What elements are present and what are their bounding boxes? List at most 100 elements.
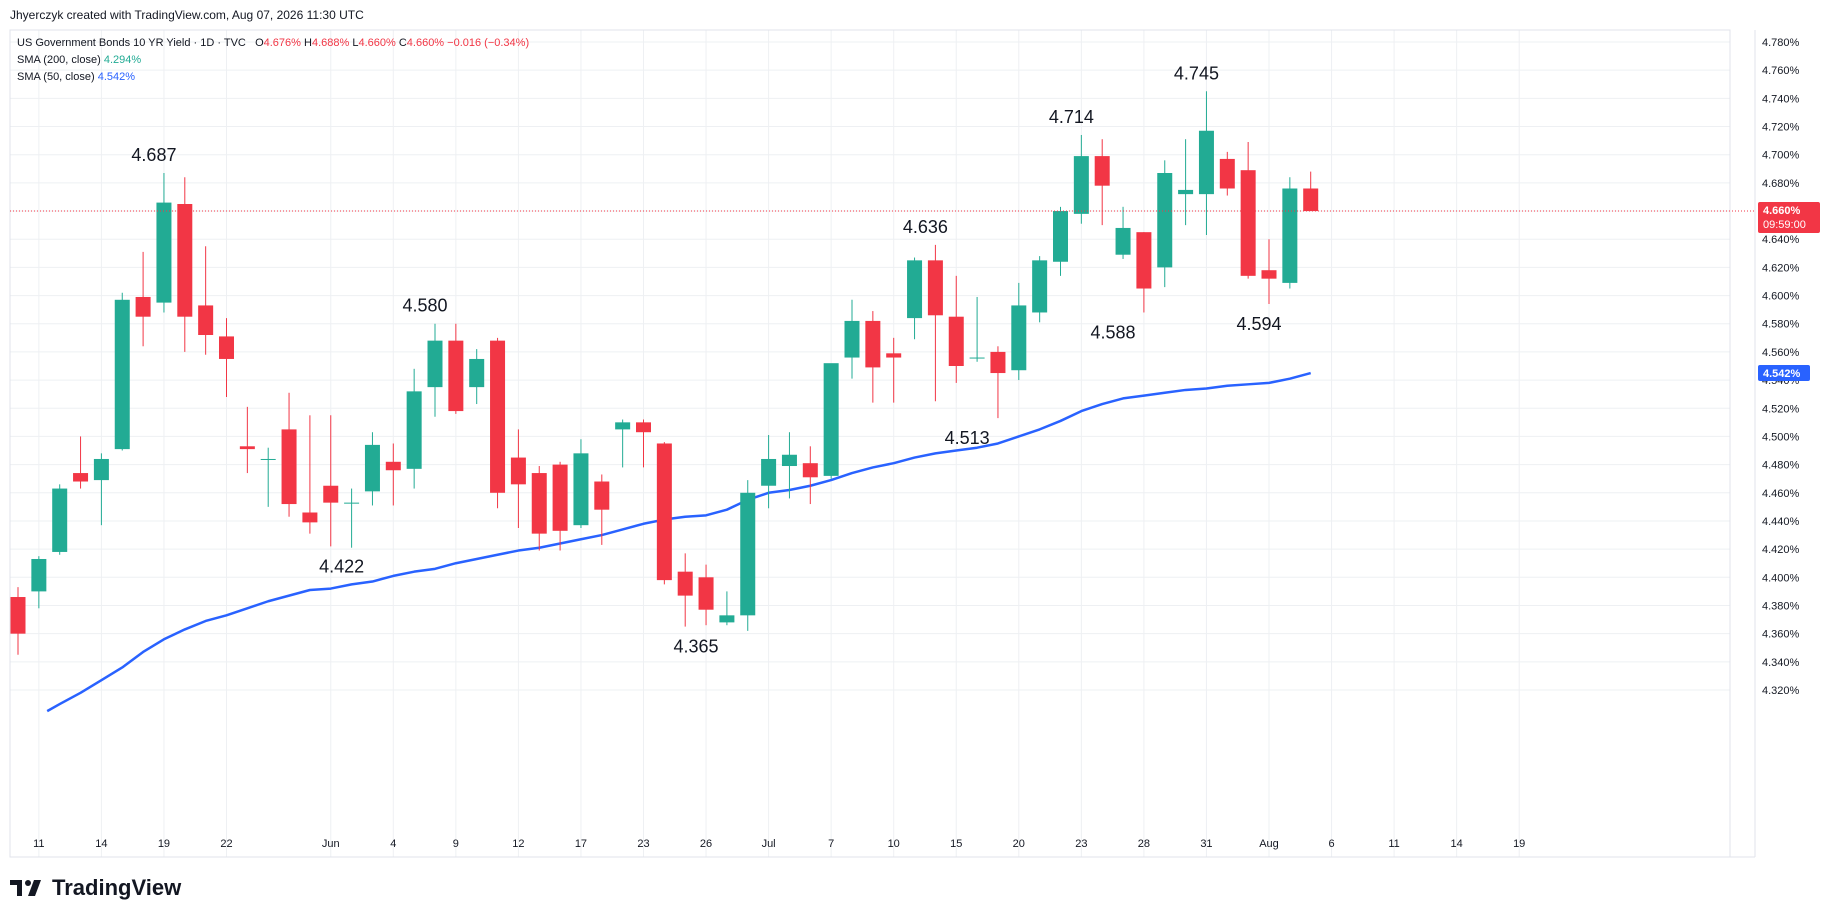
- chart-legend: US Government Bonds 10 YR Yield · 1D · T…: [17, 35, 529, 86]
- candle: [510, 429, 526, 528]
- open-value: 4.676%: [263, 37, 301, 49]
- candle: [552, 461, 568, 551]
- x-tick-label: 19: [1513, 838, 1525, 850]
- y-tick-label: 4.680%: [1762, 178, 1800, 190]
- time-axis[interactable]: 11 14 19 22 Jun 4 9 12 17 23 26 Jul 7 10 15 20 23 28 31 Aug…: [33, 838, 1525, 850]
- candle: [448, 323, 464, 414]
- high-value: 4.688%: [311, 37, 350, 49]
- price-axis[interactable]: 4.320% 4.340% 4.360% 4.380% 4.400% 4.420% 4.44…: [1762, 37, 1800, 697]
- change-value: −0.016 (−0.34%): [447, 37, 530, 49]
- candle-body: [73, 473, 89, 482]
- candle: [260, 447, 276, 507]
- price-annotation: 4.714: [1049, 107, 1094, 127]
- legend-main-series[interactable]: US Government Bonds 10 YR Yield · 1D · T…: [17, 35, 529, 52]
- candle: [990, 346, 1006, 419]
- candle-body: [177, 204, 193, 317]
- candle: [1198, 91, 1214, 235]
- y-tick-label: 4.600%: [1762, 291, 1800, 303]
- candle: [1282, 177, 1298, 289]
- close-value: 4.660%: [406, 37, 445, 49]
- candle: [364, 432, 380, 506]
- candle-body: [990, 351, 1006, 374]
- candle: [219, 318, 234, 397]
- tradingview-logo[interactable]: TradingView: [10, 875, 181, 901]
- candle: [156, 173, 172, 313]
- y-tick-label: 4.760%: [1762, 65, 1800, 77]
- candle-body: [969, 357, 985, 359]
- candle: [1240, 142, 1256, 279]
- x-tick-label: 14: [95, 838, 107, 850]
- legend-sma200[interactable]: SMA (200, close) 4.294%: [17, 52, 529, 69]
- candle: [1303, 171, 1319, 212]
- candle-body: [31, 558, 47, 592]
- sma200-value: 4.294%: [103, 54, 142, 66]
- candle-body: [344, 502, 360, 504]
- candle: [677, 553, 693, 627]
- candle: [1157, 160, 1173, 288]
- candle: [719, 591, 735, 626]
- x-tick-label: 14: [1451, 838, 1463, 850]
- x-tick-label: 20: [1013, 838, 1025, 850]
- symbol-description: US Government Bonds 10 YR Yield · 1D · T…: [17, 37, 246, 49]
- candle-body: [927, 260, 943, 316]
- candle: [886, 337, 902, 403]
- candle: [1261, 239, 1277, 305]
- candle-body: [823, 363, 839, 476]
- candle: [93, 453, 109, 526]
- candle: [114, 292, 130, 451]
- sma200-label: SMA (200, close): [17, 54, 101, 66]
- sma50-value: 4.542%: [97, 71, 136, 83]
- x-tick-label: 15: [950, 838, 962, 850]
- x-tick-label: 7: [828, 838, 834, 850]
- candle-body: [364, 444, 380, 492]
- low-label: L: [352, 37, 359, 49]
- candle-body: [781, 454, 797, 467]
- legend-sma50[interactable]: SMA (50, close) 4.542%: [17, 69, 529, 86]
- y-tick-label: 4.640%: [1762, 234, 1800, 246]
- candle-body: [448, 340, 464, 412]
- candle: [531, 466, 547, 551]
- y-tick-label: 4.580%: [1762, 319, 1800, 331]
- x-tick-label: 9: [453, 838, 459, 850]
- x-tick-label: 31: [1200, 838, 1212, 850]
- candle: [198, 246, 214, 355]
- candle-body: [323, 485, 339, 503]
- candle: [698, 564, 714, 626]
- price-annotation: 4.580: [402, 296, 447, 316]
- y-tick-label: 4.780%: [1762, 37, 1800, 49]
- x-tick-label: 10: [888, 838, 900, 850]
- candle-body: [239, 446, 255, 450]
- price-annotation: 4.594: [1236, 314, 1281, 334]
- candle: [761, 435, 777, 509]
- candle-body: [260, 458, 276, 460]
- candle: [31, 556, 47, 609]
- candle: [1011, 282, 1027, 381]
- candle-body: [594, 481, 610, 510]
- x-tick-label: 11: [33, 838, 44, 850]
- candle-body: [114, 299, 130, 450]
- candle: [781, 432, 797, 499]
- candle-body: [1282, 188, 1298, 283]
- x-tick-label: Jun: [322, 838, 340, 850]
- candle-body: [302, 512, 318, 523]
- candle: [385, 443, 401, 506]
- y-tick-label: 4.560%: [1762, 347, 1800, 359]
- candle-body: [865, 320, 881, 368]
- x-tick-label: 26: [700, 838, 712, 850]
- y-tick-label: 4.340%: [1762, 657, 1800, 669]
- candle: [573, 439, 589, 528]
- price-annotations: 4.687 4.422 4.580 4.365 4.636 4.513 4.714 4.588…: [131, 63, 1281, 656]
- candle-body: [802, 463, 818, 478]
- plot-area-border: [9, 29, 1731, 858]
- candle: [927, 244, 943, 402]
- candle-body: [10, 597, 26, 634]
- candle-body: [1261, 270, 1277, 279]
- candle: [239, 406, 255, 474]
- chart-grid: [10, 30, 1730, 857]
- candle-body: [615, 422, 631, 430]
- y-tick-label: 4.480%: [1762, 460, 1800, 472]
- candle-body: [490, 340, 506, 493]
- y-tick-label: 4.720%: [1762, 122, 1800, 134]
- candle-body: [1011, 305, 1027, 371]
